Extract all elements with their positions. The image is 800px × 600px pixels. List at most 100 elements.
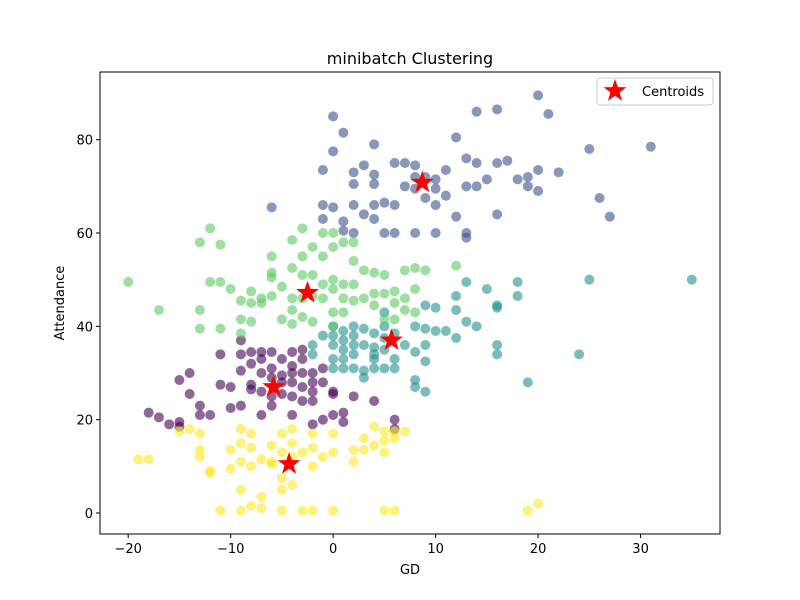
data-point-cluster-3 (194, 305, 205, 315)
data-point-cluster-4 (246, 428, 257, 439)
data-point-cluster-2 (574, 349, 585, 360)
data-point-cluster-0 (297, 368, 308, 378)
data-point-cluster-0 (287, 368, 298, 378)
data-point-cluster-0 (307, 377, 318, 388)
data-point-cluster-3 (410, 284, 421, 294)
data-point-cluster-2 (358, 365, 369, 376)
data-point-cluster-2 (338, 363, 349, 374)
data-point-cluster-2 (410, 321, 421, 332)
data-point-cluster-3 (123, 277, 134, 287)
data-point-cluster-2 (348, 321, 359, 332)
data-point-cluster-4 (307, 505, 318, 516)
data-point-cluster-1 (533, 90, 544, 101)
data-point-cluster-1 (328, 111, 339, 122)
data-point-cluster-4 (328, 428, 339, 439)
y-tick-label: 60 (76, 227, 93, 242)
data-point-cluster-0 (246, 347, 257, 357)
data-point-cluster-0 (266, 347, 277, 357)
data-point-cluster-3 (369, 300, 380, 311)
data-point-cluster-3 (338, 279, 349, 290)
data-point-cluster-2 (369, 363, 380, 374)
data-point-cluster-2 (348, 330, 359, 341)
data-point-cluster-0 (164, 419, 175, 430)
y-axis-label: Attendance (53, 266, 68, 341)
data-point-cluster-3 (266, 272, 277, 283)
data-point-cluster-1 (553, 167, 564, 178)
centroid-marker (296, 280, 319, 303)
data-point-cluster-3 (420, 265, 431, 276)
data-point-cluster-0 (174, 417, 185, 427)
data-point-cluster-3 (389, 286, 400, 297)
data-point-cluster-0 (256, 368, 267, 378)
data-point-cluster-1 (389, 200, 400, 210)
data-point-cluster-2 (410, 382, 421, 392)
data-point-cluster-3 (297, 223, 308, 234)
data-point-cluster-4 (358, 433, 369, 444)
data-point-cluster-0 (246, 358, 257, 369)
data-point-cluster-0 (307, 396, 318, 406)
data-point-cluster-2 (348, 363, 359, 374)
data-point-cluster-0 (256, 347, 267, 357)
data-point-cluster-2 (420, 300, 431, 311)
data-point-cluster-1 (338, 225, 349, 236)
data-point-cluster-2 (348, 340, 359, 350)
data-point-cluster-3 (256, 298, 267, 308)
data-point-cluster-2 (307, 349, 318, 360)
data-point-cluster-1 (492, 104, 503, 115)
data-point-cluster-0 (215, 349, 226, 360)
data-point-cluster-1 (533, 186, 544, 196)
data-point-cluster-2 (379, 363, 390, 374)
data-point-cluster-1 (369, 200, 380, 210)
data-point-cluster-3 (328, 307, 339, 318)
data-point-cluster-3 (225, 284, 236, 294)
data-point-cluster-0 (184, 389, 195, 399)
data-point-cluster-4 (235, 484, 246, 495)
data-point-cluster-3 (379, 270, 390, 280)
data-point-cluster-2 (420, 386, 431, 397)
data-point-cluster-4 (328, 505, 339, 516)
legend-label-centroids: Centroids (642, 85, 704, 100)
data-point-cluster-2 (430, 302, 441, 313)
data-point-cluster-4 (307, 428, 318, 439)
data-point-cluster-2 (512, 291, 523, 301)
data-point-cluster-3 (379, 288, 390, 299)
data-point-cluster-2 (338, 326, 349, 336)
data-point-cluster-3 (348, 295, 359, 306)
data-point-cluster-0 (338, 417, 349, 427)
data-point-cluster-3 (348, 256, 359, 266)
data-point-cluster-1 (266, 202, 277, 213)
data-point-cluster-0 (143, 407, 154, 418)
data-point-cluster-3 (317, 293, 328, 304)
data-point-cluster-0 (235, 349, 246, 360)
data-point-cluster-4 (276, 447, 287, 458)
data-point-cluster-2 (440, 326, 451, 336)
x-tick-label: −20 (114, 542, 141, 557)
data-point-cluster-2 (328, 363, 339, 374)
data-point-cluster-3 (338, 307, 349, 318)
data-point-cluster-1 (584, 144, 595, 154)
data-point-cluster-4 (194, 445, 205, 455)
data-point-cluster-2 (338, 344, 349, 355)
data-point-cluster-1 (471, 106, 482, 117)
data-point-cluster-2 (348, 349, 359, 360)
data-point-cluster-3 (358, 265, 369, 276)
data-point-cluster-2 (584, 274, 595, 285)
data-point-cluster-3 (215, 239, 226, 250)
data-point-cluster-4 (276, 428, 287, 439)
data-point-cluster-1 (543, 109, 554, 119)
data-point-cluster-2 (492, 340, 503, 350)
x-axis-label: GD (400, 563, 420, 578)
centroid-marker (380, 328, 403, 351)
data-point-cluster-0 (205, 410, 216, 420)
centroid-marker (277, 452, 301, 474)
data-point-cluster-1 (348, 228, 359, 238)
data-point-cluster-0 (287, 391, 298, 402)
data-point-cluster-1 (348, 200, 359, 210)
data-point-cluster-4 (379, 435, 390, 446)
y-tick-label: 20 (76, 414, 93, 429)
data-point-cluster-3 (297, 312, 308, 322)
data-point-cluster-3 (369, 288, 380, 299)
data-point-cluster-2 (420, 356, 431, 367)
data-point-cluster-4 (399, 426, 410, 437)
data-point-cluster-1 (522, 172, 533, 182)
